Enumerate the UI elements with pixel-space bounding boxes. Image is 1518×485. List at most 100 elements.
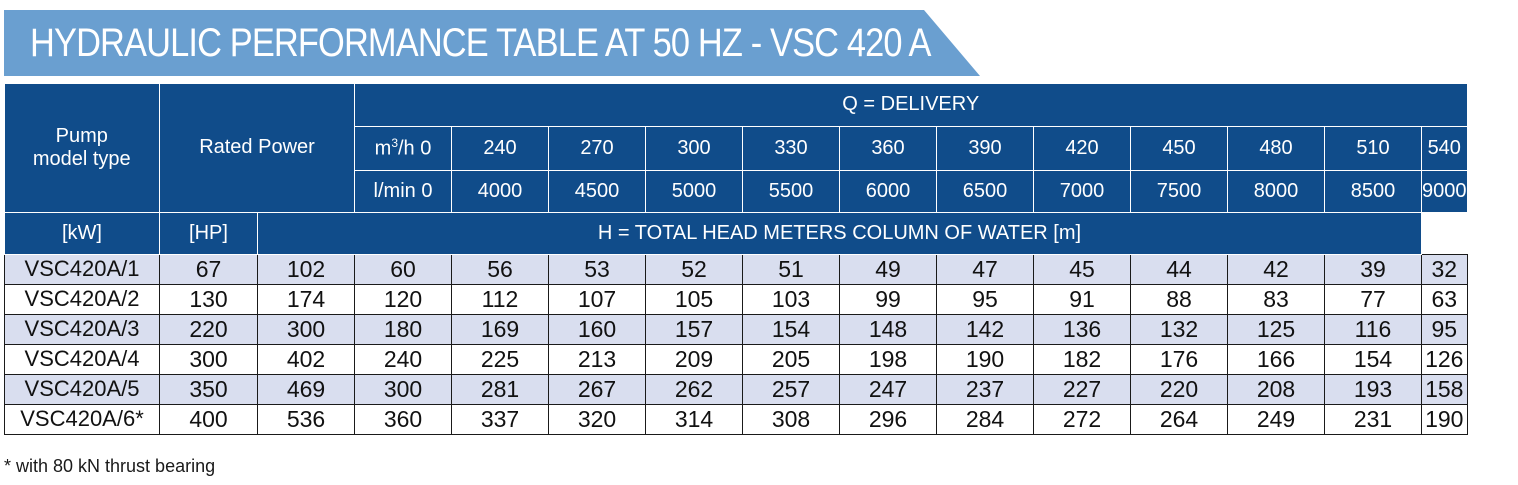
pump-model-header-line2: model type bbox=[32, 147, 131, 170]
head-value-cell: 157 bbox=[645, 313, 743, 345]
delivery-header: Q = DELIVERY bbox=[354, 84, 1468, 127]
delivery-m3h-value: 450 bbox=[1130, 125, 1228, 171]
head-value-cell: 51 bbox=[742, 253, 840, 285]
head-value-cell: 193 bbox=[1324, 373, 1422, 405]
head-value-cell: 249 bbox=[1227, 403, 1325, 435]
head-value-cell: 154 bbox=[1324, 343, 1422, 375]
pump-model-cell: VSC420A/1 bbox=[4, 253, 160, 285]
delivery-m3h-value: 360 bbox=[839, 125, 937, 171]
head-value-cell: 45 bbox=[1033, 253, 1131, 285]
head-value-cell: 158 bbox=[1421, 373, 1468, 405]
pump-model-header-line1: Pump bbox=[55, 124, 108, 147]
hp-cell: 300 bbox=[257, 313, 355, 345]
head-value-cell: 272 bbox=[1033, 403, 1131, 435]
pump-model-header: Pump model type bbox=[4, 84, 160, 213]
head-value-cell: 247 bbox=[839, 373, 937, 405]
table-row: VSC420A/3 220 300 180 169 160 157 154 148 142 136 1… bbox=[4, 313, 1468, 345]
pump-model-cell: VSC420A/5 bbox=[4, 373, 160, 405]
hp-cell: 402 bbox=[257, 343, 355, 375]
head-value-cell: 182 bbox=[1033, 343, 1131, 375]
delivery-lmin-value: 4000 bbox=[451, 169, 549, 213]
kw-cell: 350 bbox=[159, 373, 258, 405]
m3h-unit-label: m3/h 0 bbox=[354, 125, 452, 171]
delivery-lmin-value: 4500 bbox=[548, 169, 646, 213]
kw-cell: 67 bbox=[159, 253, 258, 285]
head-value-cell: 99 bbox=[839, 283, 937, 315]
hp-cell: 536 bbox=[257, 403, 355, 435]
head-value-cell: 91 bbox=[1033, 283, 1131, 315]
kw-cell: 300 bbox=[159, 343, 258, 375]
total-head-header: H = TOTAL HEAD METERS COLUMN OF WATER [m… bbox=[257, 211, 1422, 255]
pump-model-cell: VSC420A/4 bbox=[4, 343, 160, 375]
head-value-cell: 264 bbox=[1130, 403, 1228, 435]
head-value-cell: 220 bbox=[1130, 373, 1228, 405]
head-value-cell: 169 bbox=[451, 313, 549, 345]
head-value-cell: 95 bbox=[1421, 313, 1468, 345]
kw-unit-header: [kW] bbox=[4, 211, 160, 255]
delivery-m3h-value: 390 bbox=[936, 125, 1034, 171]
head-value-cell: 63 bbox=[1421, 283, 1468, 315]
footnote: * with 80 kN thrust bearing bbox=[4, 456, 216, 476]
delivery-m3h-value: 330 bbox=[742, 125, 840, 171]
page-title: HYDRAULIC PERFORMANCE TABLE AT 50 HZ - V… bbox=[30, 21, 931, 65]
head-value-cell: 39 bbox=[1324, 253, 1422, 285]
hp-cell: 469 bbox=[257, 373, 355, 405]
pump-model-cell: VSC420A/6* bbox=[4, 403, 160, 435]
head-value-cell: 231 bbox=[1324, 403, 1422, 435]
head-value-cell: 105 bbox=[645, 283, 743, 315]
head-value-cell: 209 bbox=[645, 343, 743, 375]
head-value-cell: 32 bbox=[1421, 253, 1468, 285]
head-value-cell: 262 bbox=[645, 373, 743, 405]
head-value-cell: 56 bbox=[451, 253, 549, 285]
title-banner: HYDRAULIC PERFORMANCE TABLE AT 50 HZ - V… bbox=[4, 10, 980, 76]
head-value-cell: 42 bbox=[1227, 253, 1325, 285]
head-value-cell: 308 bbox=[742, 403, 840, 435]
head-value-cell: 53 bbox=[548, 253, 646, 285]
delivery-lmin-value: 5500 bbox=[742, 169, 840, 213]
rated-power-header: Rated Power bbox=[159, 84, 355, 213]
kw-cell: 130 bbox=[159, 283, 258, 315]
table-row: VSC420A/6* 400 536 360 337 320 314 308 296 284 272… bbox=[4, 403, 1468, 435]
head-value-cell: 240 bbox=[354, 343, 452, 375]
delivery-lmin-value: 7000 bbox=[1033, 169, 1131, 213]
head-value-cell: 107 bbox=[548, 283, 646, 315]
delivery-lmin-value: 8500 bbox=[1324, 169, 1422, 213]
delivery-lmin-value: 6000 bbox=[839, 169, 937, 213]
hp-cell: 102 bbox=[257, 253, 355, 285]
head-value-cell: 132 bbox=[1130, 313, 1228, 345]
hp-cell: 174 bbox=[257, 283, 355, 315]
head-value-cell: 237 bbox=[936, 373, 1034, 405]
delivery-lmin-value: 7500 bbox=[1130, 169, 1228, 213]
head-value-cell: 142 bbox=[936, 313, 1034, 345]
head-value-cell: 296 bbox=[839, 403, 937, 435]
table-row: VSC420A/4 300 402 240 225 213 209 205 198 190 182 1… bbox=[4, 343, 1468, 375]
head-value-cell: 160 bbox=[548, 313, 646, 345]
head-value-cell: 284 bbox=[936, 403, 1034, 435]
delivery-m3h-value: 480 bbox=[1227, 125, 1325, 171]
delivery-m3h-value: 270 bbox=[548, 125, 646, 171]
head-value-cell: 337 bbox=[451, 403, 549, 435]
delivery-lmin-value: 8000 bbox=[1227, 169, 1325, 213]
head-value-cell: 208 bbox=[1227, 373, 1325, 405]
performance-table: Pump model type Rated Power Q = DELIVERY… bbox=[4, 84, 1468, 435]
head-value-cell: 227 bbox=[1033, 373, 1131, 405]
head-value-cell: 320 bbox=[548, 403, 646, 435]
head-value-cell: 314 bbox=[645, 403, 743, 435]
head-value-cell: 205 bbox=[742, 343, 840, 375]
head-value-cell: 180 bbox=[354, 313, 452, 345]
delivery-m3h-value: 420 bbox=[1033, 125, 1131, 171]
head-value-cell: 213 bbox=[548, 343, 646, 375]
head-value-cell: 257 bbox=[742, 373, 840, 405]
head-value-cell: 198 bbox=[839, 343, 937, 375]
head-value-cell: 267 bbox=[548, 373, 646, 405]
table-row: VSC420A/1 67 102 60 56 53 52 51 49 47 45 44 42 39 32 bbox=[4, 253, 1468, 285]
head-value-cell: 116 bbox=[1324, 313, 1422, 345]
head-value-cell: 148 bbox=[839, 313, 937, 345]
head-value-cell: 120 bbox=[354, 283, 452, 315]
head-value-cell: 47 bbox=[936, 253, 1034, 285]
head-value-cell: 225 bbox=[451, 343, 549, 375]
pump-model-cell: VSC420A/2 bbox=[4, 283, 160, 315]
banner-shape bbox=[4, 10, 980, 76]
head-value-cell: 190 bbox=[936, 343, 1034, 375]
delivery-lmin-value: 9000 bbox=[1421, 169, 1468, 213]
